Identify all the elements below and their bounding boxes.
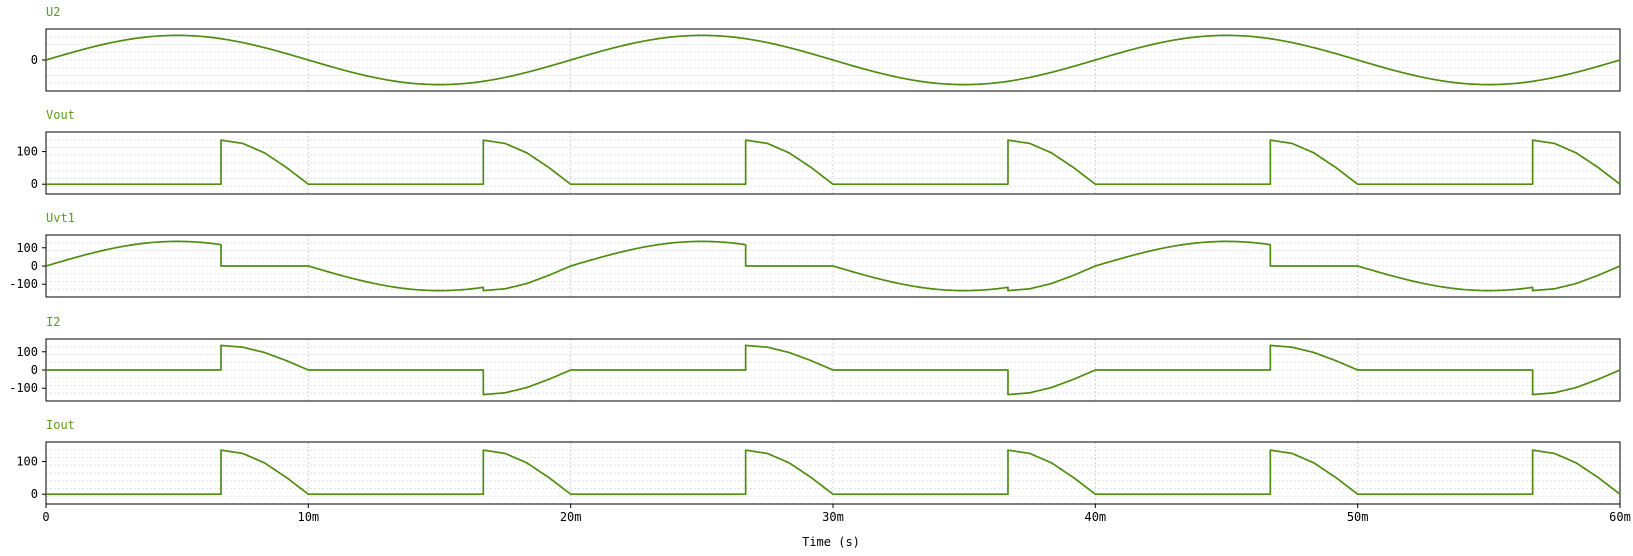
y-tick-label: 0 xyxy=(31,487,38,501)
y-tick-label: -100 xyxy=(9,381,38,395)
y-tick-label: 0 xyxy=(31,53,38,67)
y-tick-label: -100 xyxy=(9,277,38,291)
y-tick-label: 100 xyxy=(16,241,38,255)
y-tick-label: 0 xyxy=(31,177,38,191)
y-tick-label: 100 xyxy=(16,145,38,159)
y-tick-label: 100 xyxy=(16,455,38,469)
panel-title: I2 xyxy=(46,315,60,329)
series-line-uvt1 xyxy=(45,240,1621,292)
panel-title: Iout xyxy=(46,418,75,432)
x-tick-label: 40m xyxy=(1084,510,1106,524)
series-line-vout xyxy=(46,139,1621,186)
plot-frame xyxy=(45,131,1621,195)
series-line-i2 xyxy=(46,344,1621,396)
x-tick-label: 30m xyxy=(822,510,844,524)
panels-group: U2 0 Vout 100 0 Uvt1 100 0 -100 I2 100 0 -100 Iout 100… xyxy=(9,5,1621,505)
x-tick-label: 60m xyxy=(1609,510,1631,524)
panel-i2: I2 100 0 -100 xyxy=(9,315,1621,402)
x-axis: 0 10m 20m 30m 40m 50m 60m xyxy=(42,504,1631,524)
panel-u2: U2 0 xyxy=(31,5,1621,92)
panel-title: Uvt1 xyxy=(46,211,75,225)
x-tick-label: 0 xyxy=(42,510,49,524)
series-line-u2 xyxy=(45,34,1621,86)
y-tick-label: 100 xyxy=(16,345,38,359)
series-line-iout xyxy=(46,449,1621,496)
panel-title: Vout xyxy=(46,108,75,122)
panel-uvt1: Uvt1 100 0 -100 xyxy=(9,211,1621,298)
x-tick-label: 10m xyxy=(297,510,319,524)
x-tick-label: 50m xyxy=(1347,510,1369,524)
x-tick-label: 20m xyxy=(560,510,582,524)
y-tick-label: 0 xyxy=(31,259,38,273)
x-axis-title: Time (s) xyxy=(802,535,860,549)
panel-iout: Iout 100 0 xyxy=(16,418,1621,505)
panel-title: U2 xyxy=(46,5,60,19)
panel-vout: Vout 100 0 xyxy=(16,108,1621,195)
y-tick-label: 0 xyxy=(31,363,38,377)
